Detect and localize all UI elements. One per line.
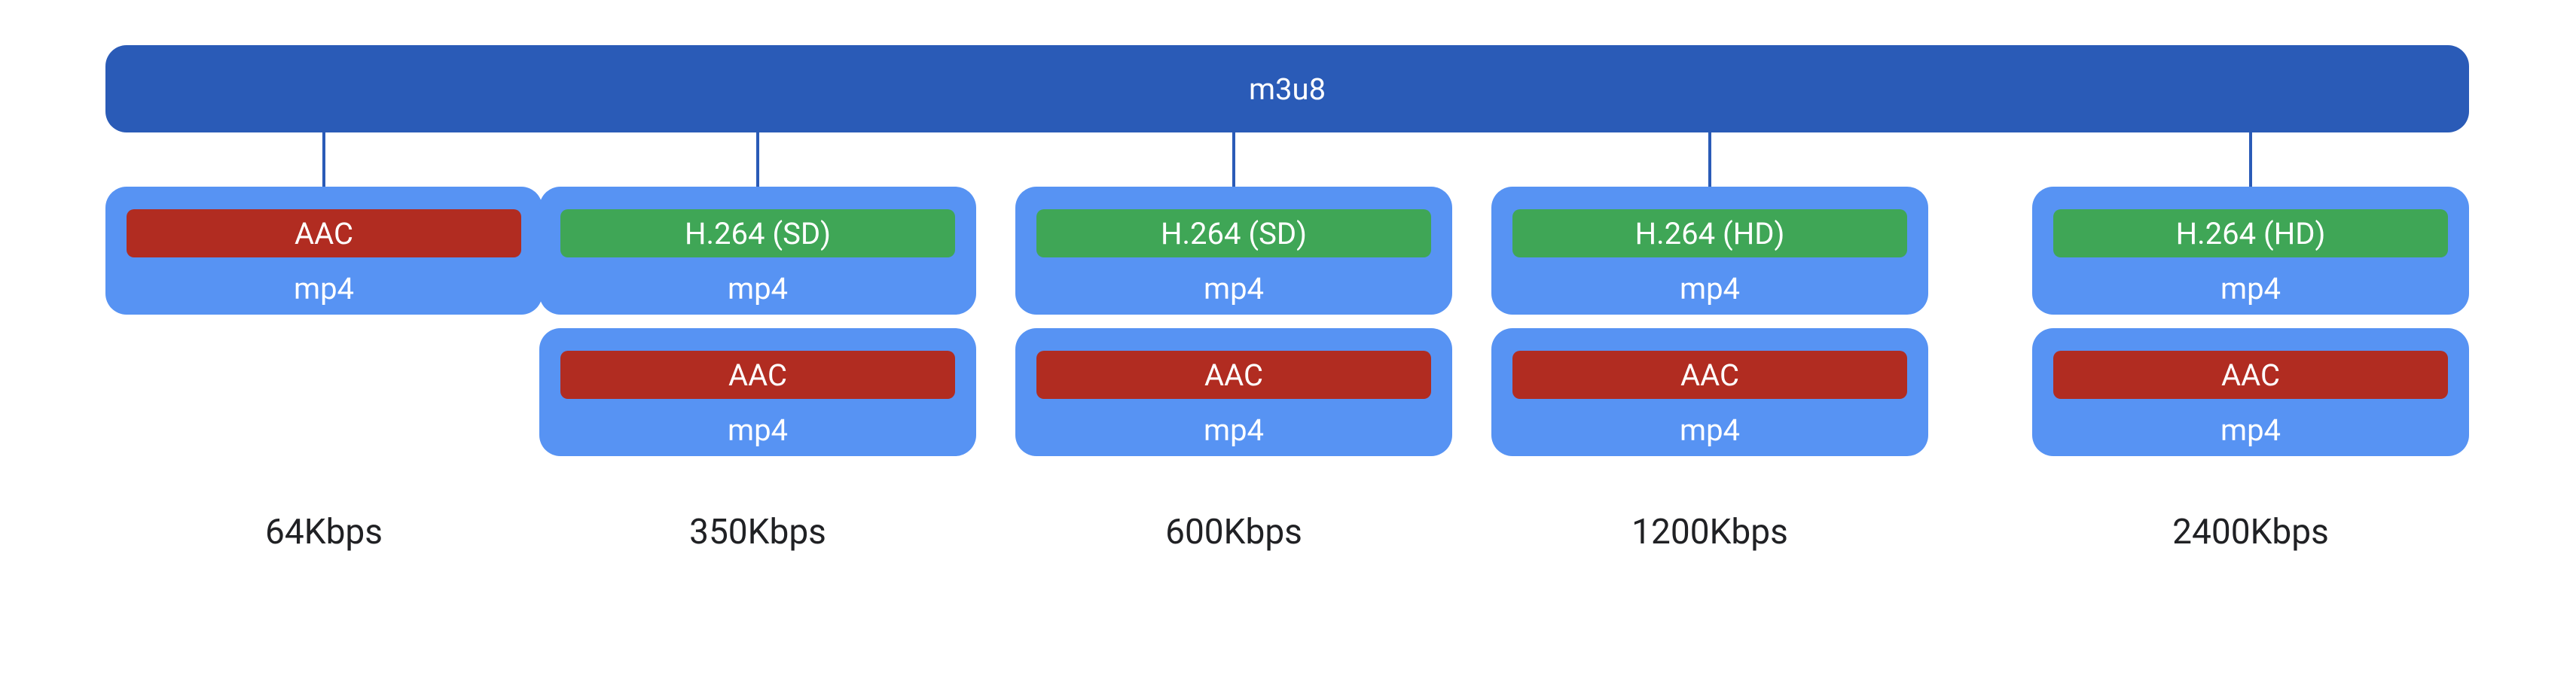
connector-line [2249, 132, 2252, 187]
connector-line [1708, 132, 1711, 187]
container-label: mp4 [2032, 271, 2469, 306]
bitrate-label: 350Kbps [689, 512, 826, 552]
container-label: mp4 [1015, 412, 1452, 448]
video-codec-bar: H.264 (SD) [1036, 209, 1431, 257]
audio-codec-bar: AAC [2053, 351, 2448, 399]
bitrate-label: 2400Kbps [2172, 512, 2329, 552]
container-card: H.264 (SD) mp4 [1015, 187, 1452, 315]
audio-codec-bar: AAC [1036, 351, 1431, 399]
container-label: mp4 [105, 271, 542, 306]
bitrate-label: 600Kbps [1165, 512, 1302, 552]
bitrate-label: 64Kbps [265, 512, 383, 552]
container-card: AAC mp4 [105, 187, 542, 315]
diagram-canvas: m3u8 AAC mp4 64Kbps H.264 (SD) mp4 AAC mp4 350K… [0, 0, 2576, 700]
container-label: mp4 [539, 271, 976, 306]
container-label: mp4 [539, 412, 976, 448]
container-card: H.264 (SD) mp4 [539, 187, 976, 315]
audio-codec-bar: AAC [1512, 351, 1907, 399]
bitrate-label: 1200Kbps [1631, 512, 1788, 552]
container-label: mp4 [1491, 412, 1928, 448]
video-codec-bar: H.264 (HD) [1512, 209, 1907, 257]
container-card: AAC mp4 [539, 328, 976, 456]
connector-line [1232, 132, 1235, 187]
audio-codec-bar: AAC [127, 209, 521, 257]
container-card: AAC mp4 [1491, 328, 1928, 456]
video-codec-bar: H.264 (HD) [2053, 209, 2448, 257]
container-label: mp4 [1491, 271, 1928, 306]
container-card: H.264 (HD) mp4 [1491, 187, 1928, 315]
container-card: AAC mp4 [1015, 328, 1452, 456]
root-label: m3u8 [1249, 72, 1326, 107]
video-codec-bar: H.264 (SD) [560, 209, 955, 257]
root-node: m3u8 [105, 45, 2469, 132]
container-card: AAC mp4 [2032, 328, 2469, 456]
container-label: mp4 [1015, 271, 1452, 306]
connector-line [322, 132, 325, 187]
audio-codec-bar: AAC [560, 351, 955, 399]
container-label: mp4 [2032, 412, 2469, 448]
connector-line [756, 132, 759, 187]
container-card: H.264 (HD) mp4 [2032, 187, 2469, 315]
